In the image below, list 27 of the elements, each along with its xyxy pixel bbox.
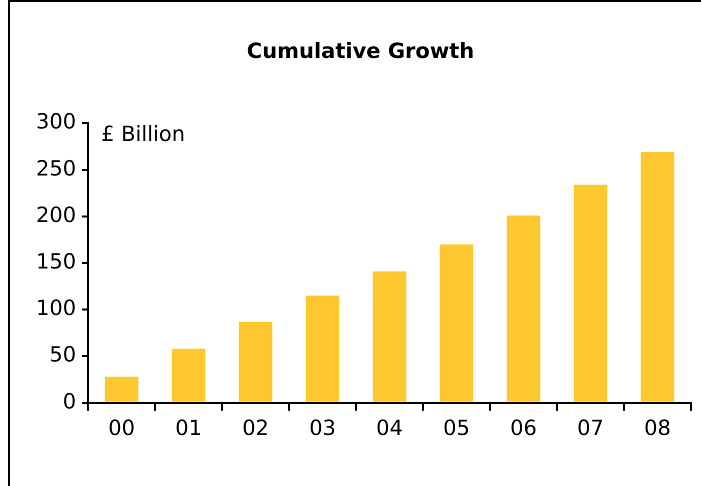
bar (440, 244, 474, 402)
x-tick-label: 01 (175, 416, 202, 440)
bar (372, 271, 406, 402)
x-tick-label: 07 (577, 416, 604, 440)
y-tick-label: 300 (36, 110, 76, 134)
x-tick-label: 02 (242, 416, 269, 440)
bar (574, 184, 608, 402)
bar (640, 152, 674, 402)
x-tick-label: 03 (309, 416, 336, 440)
bar (104, 376, 138, 402)
y-tick-label: 50 (49, 342, 76, 367)
bar (172, 348, 206, 402)
bar (306, 296, 340, 402)
y-tick-label: 250 (36, 156, 76, 180)
y-tick-label: 0 (62, 389, 76, 414)
chart-title: Cumulative Growth (246, 39, 474, 64)
y-tick-label: 200 (36, 202, 76, 227)
bar (238, 322, 272, 402)
x-tick-label: 08 (644, 416, 671, 440)
x-tick-label: 05 (443, 416, 470, 440)
bar (506, 215, 540, 402)
x-tick-label: 00 (108, 416, 135, 440)
y-axis-title: £ Billion (101, 122, 186, 146)
x-tick-label: 04 (376, 416, 403, 440)
y-tick-label: 100 (36, 296, 76, 320)
x-tick-label: 06 (510, 416, 537, 440)
y-tick-label: 150 (36, 249, 76, 274)
